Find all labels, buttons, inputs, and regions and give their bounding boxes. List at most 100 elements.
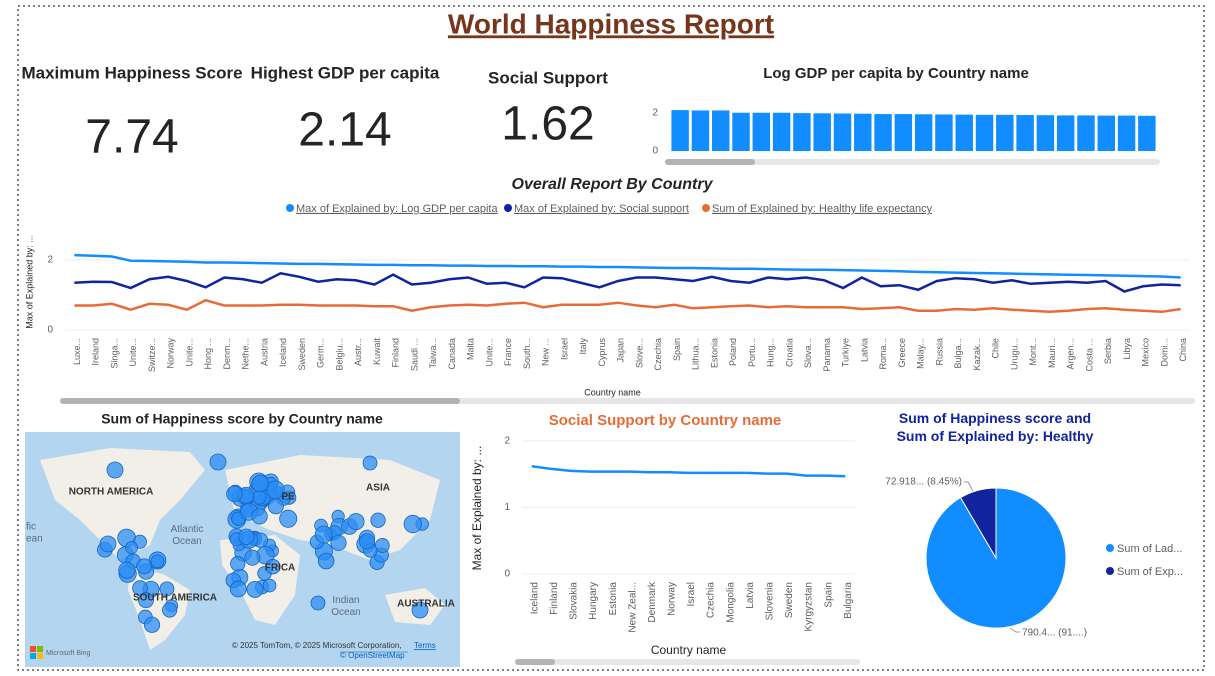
map-bubble <box>229 580 247 598</box>
x-tick-label: Poland <box>728 338 738 366</box>
leader-line <box>964 481 974 492</box>
map-bubble <box>374 538 390 553</box>
map-label-box: Atlantic Ocean <box>171 524 204 547</box>
x-tick-label: Kuwait <box>372 338 382 366</box>
y-tick-label: 0 <box>47 325 53 336</box>
line-series <box>74 298 1181 314</box>
map-bubble <box>118 561 136 579</box>
y-tick-label: 0 <box>504 569 510 580</box>
map-label: fic <box>26 522 36 533</box>
x-tick-label: Latvia <box>859 338 869 362</box>
bar <box>793 113 811 151</box>
x-tick-label: Malay... <box>916 338 926 369</box>
y-tick-label: 0 <box>652 146 658 157</box>
bar <box>691 110 710 151</box>
bar <box>671 110 689 151</box>
x-tick-label: Israel <box>686 582 697 606</box>
map-bubble <box>150 554 165 569</box>
x-tick-label: Hong ... <box>203 338 213 370</box>
bar <box>772 112 791 151</box>
map-bubble <box>314 525 333 544</box>
map-bubble <box>347 513 365 531</box>
x-tick-label: Lithua... <box>691 338 701 370</box>
scrollbar-thumb[interactable] <box>60 398 460 404</box>
leader-line <box>1009 627 1020 633</box>
bar <box>833 113 852 151</box>
x-tick-label: Israel <box>559 338 569 360</box>
line-series <box>74 253 1181 279</box>
map-label: PE <box>281 492 295 503</box>
x-tick-label: Mongolia <box>725 582 736 623</box>
x-tick-label: Costa ... <box>1084 338 1094 372</box>
chart-title: Social Support by Country name <box>549 412 782 429</box>
map-bubble <box>411 601 429 619</box>
x-tick-label: Malta <box>466 338 476 360</box>
legend-label: Max of Explained by: Log GDP per capita <box>296 203 498 215</box>
map-bubble <box>262 578 277 593</box>
x-tick-label: Croatia <box>784 338 794 367</box>
map[interactable]: NORTH AMERICA ASIA PE FRICA SOUTH AMERICA AUS… <box>25 432 460 667</box>
map-bubble <box>125 541 139 555</box>
chart-title: Sum of Happiness score by Country name <box>101 411 383 427</box>
x-tick-label: Hungary <box>588 582 599 620</box>
x-tick-label: Russia <box>934 338 944 366</box>
x-tick-label: Saudi ... <box>409 338 419 371</box>
x-tick-label: Belgiu... <box>334 338 344 371</box>
map-bubble <box>106 461 124 479</box>
x-tick-label: Portu... <box>747 338 757 367</box>
x-tick-label: Austr... <box>353 338 363 366</box>
bar <box>914 114 933 151</box>
map-bubble <box>310 595 326 611</box>
line-series <box>531 465 846 478</box>
map-label: Indian Ocean <box>331 595 361 618</box>
map-bubble <box>230 556 246 572</box>
x-tick-label: Czechia <box>706 582 717 619</box>
x-tick-label: Slova... <box>803 338 813 368</box>
x-tick-label: France <box>503 338 513 366</box>
map-bubble <box>99 535 117 553</box>
bar <box>935 114 953 151</box>
scrollbar-thumb[interactable] <box>665 159 755 165</box>
x-tick-label: Cyprus <box>597 338 607 367</box>
map-bubble <box>238 528 255 545</box>
map-label: ean <box>26 534 43 545</box>
x-tick-label: Austria <box>259 338 269 366</box>
map-bubble <box>226 485 243 502</box>
scrollbar <box>665 159 1160 165</box>
map-attribution: © 2025 TomTom, © 2025 Microsoft Corporat… <box>232 641 402 650</box>
x-tick-label: Kyrgyzstan <box>804 582 815 631</box>
map-bubble <box>403 514 422 534</box>
bar <box>712 110 730 151</box>
legend-label: Sum of Lad... <box>1117 543 1182 555</box>
x-tick-label: Serbia <box>1103 338 1113 364</box>
card-value: 7.74 <box>85 111 178 164</box>
map-bubble <box>162 602 178 618</box>
x-tick-label: Roma... <box>878 338 888 370</box>
map-bubble <box>359 533 376 550</box>
x-tick-label: Nethe... <box>241 338 251 370</box>
scrollbar-thumb[interactable] <box>515 659 555 665</box>
x-tick-label: Taiwa... <box>428 338 438 369</box>
x-tick-label: Sweden <box>297 338 307 371</box>
bar <box>955 114 973 151</box>
bar <box>752 112 771 151</box>
map-bubble <box>251 474 270 493</box>
map-terms: Terms <box>414 641 436 650</box>
x-tick-label: Finland <box>549 582 560 615</box>
chart-title: Sum of Happiness score and Sum of Explai… <box>896 410 1094 449</box>
map-bubble <box>330 534 347 551</box>
legend-label: Sum of Exp... <box>1117 566 1183 578</box>
x-tick-label: New Zeal... <box>627 582 638 633</box>
map-bubble <box>143 616 161 633</box>
bar <box>854 113 872 151</box>
bing-logo <box>37 653 43 659</box>
chart-title: Overall Report By Country <box>512 176 714 193</box>
pie-slice <box>959 487 997 560</box>
x-tick-label: Bulga... <box>953 338 963 369</box>
x-tick-label: Norway <box>166 338 176 369</box>
x-tick-label: New ... <box>541 338 551 366</box>
x-tick-label: Luxe... <box>72 338 82 365</box>
chart-title: Log GDP per capita by Country name <box>763 65 1029 82</box>
bar <box>975 114 994 151</box>
